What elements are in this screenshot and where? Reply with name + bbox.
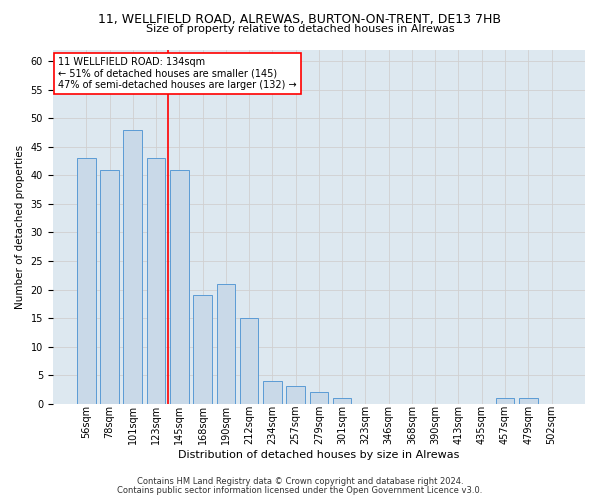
- Y-axis label: Number of detached properties: Number of detached properties: [15, 144, 25, 309]
- Bar: [217, 284, 235, 404]
- Text: 11 WELLFIELD ROAD: 134sqm
← 51% of detached houses are smaller (145)
47% of semi: 11 WELLFIELD ROAD: 134sqm ← 51% of detac…: [58, 57, 297, 90]
- Bar: [240, 318, 259, 404]
- Bar: [193, 295, 212, 404]
- Bar: [496, 398, 514, 404]
- Text: 11, WELLFIELD ROAD, ALREWAS, BURTON-ON-TRENT, DE13 7HB: 11, WELLFIELD ROAD, ALREWAS, BURTON-ON-T…: [98, 12, 502, 26]
- Bar: [124, 130, 142, 404]
- Text: Contains public sector information licensed under the Open Government Licence v3: Contains public sector information licen…: [118, 486, 482, 495]
- Bar: [147, 158, 166, 404]
- Bar: [77, 158, 95, 404]
- Text: Contains HM Land Registry data © Crown copyright and database right 2024.: Contains HM Land Registry data © Crown c…: [137, 477, 463, 486]
- Bar: [286, 386, 305, 404]
- Bar: [170, 170, 188, 404]
- Bar: [310, 392, 328, 404]
- Bar: [333, 398, 352, 404]
- Bar: [100, 170, 119, 404]
- Text: Size of property relative to detached houses in Alrewas: Size of property relative to detached ho…: [146, 24, 454, 34]
- Bar: [519, 398, 538, 404]
- X-axis label: Distribution of detached houses by size in Alrewas: Distribution of detached houses by size …: [178, 450, 460, 460]
- Bar: [263, 380, 281, 404]
